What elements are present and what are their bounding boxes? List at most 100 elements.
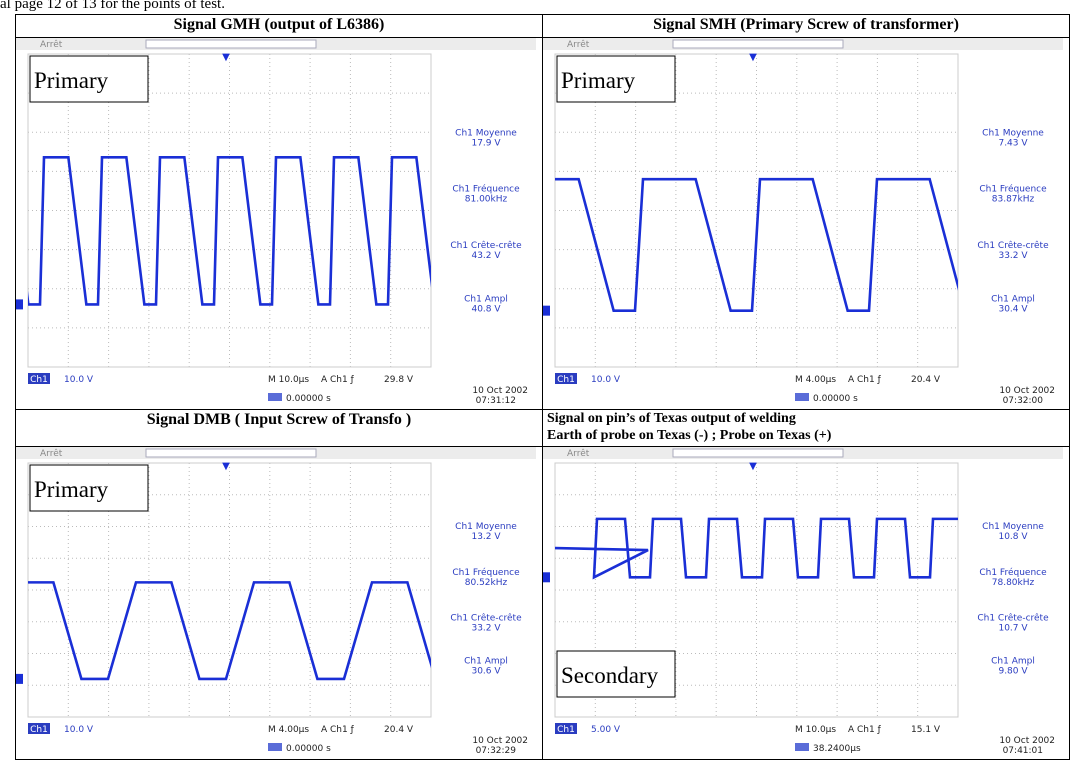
measurement-name: Ch1 Moyenne: [982, 128, 1044, 138]
panel-title: Signal on pin’s of Texas output of weldi…: [543, 410, 1070, 447]
timebase: M 4.00µs: [795, 375, 836, 385]
measurement-value: 33.2 V: [471, 623, 501, 633]
trigger-level: 20.4 V: [911, 375, 941, 385]
measurement-name: Ch1 Crête-crête: [450, 240, 522, 251]
ground-marker: [16, 674, 23, 684]
record-bar: [146, 449, 316, 457]
trigger-level: 29.8 V: [384, 375, 414, 385]
measurement-value: 17.9 V: [471, 138, 501, 148]
scale: 10.0 V: [64, 725, 94, 735]
time: 07:31:12: [476, 396, 516, 406]
measurement-name: Ch1 Fréquence: [452, 567, 520, 578]
title-line: Signal DMB ( Input Screw of Transfo ): [16, 410, 542, 430]
measurement-name: Ch1 Fréquence: [979, 567, 1047, 578]
trigger: A Ch1 ƒ: [848, 725, 882, 735]
timebase: M 4.00µs: [268, 725, 309, 735]
measurement-name: Ch1 Fréquence: [452, 184, 520, 195]
label: Secondary: [561, 663, 659, 688]
title-line: Earth of probe on Texas (-) ; Probe on T…: [547, 427, 1069, 444]
title-line: Signal GMH (output of L6386): [16, 15, 542, 35]
measurement-name: Ch1 Moyenne: [455, 128, 517, 138]
measurement-value: 80.52kHz: [465, 578, 508, 588]
trigger: A Ch1 ƒ: [321, 725, 355, 735]
channel: Ch1: [30, 375, 48, 385]
position: 0.00000 s: [286, 744, 331, 754]
date: 10 Oct 2002: [999, 386, 1055, 396]
screen-bg: [543, 447, 1063, 759]
scale: 5.00 V: [591, 725, 621, 735]
measurement-value: 10.8 V: [998, 532, 1028, 542]
scale: 10.0 V: [64, 375, 94, 385]
measurement-value: 40.8 V: [471, 304, 501, 314]
measurement-name: Ch1 Moyenne: [982, 522, 1044, 532]
position: 38.2400µs: [813, 744, 861, 754]
header-fragment: al page 12 of 13 for the points of test.: [0, 0, 225, 13]
title-line: Signal SMH (Primary Screw of transformer…: [543, 15, 1069, 35]
date: 10 Oct 2002: [999, 736, 1055, 746]
panel-title: Signal GMH (output of L6386): [16, 15, 543, 38]
panel-title: Signal DMB ( Input Screw of Transfo ): [16, 410, 543, 447]
measurement-value: 10.7 V: [998, 623, 1028, 633]
measurement-value: 13.2 V: [471, 532, 501, 542]
channel: Ch1: [30, 725, 48, 735]
time: 07:32:29: [476, 746, 517, 756]
channel: Ch1: [557, 375, 575, 385]
record-bar: [673, 40, 843, 48]
ground-marker: [543, 572, 550, 582]
label: Primary: [34, 477, 109, 502]
measurement-name: Ch1 Fréquence: [979, 184, 1047, 195]
trigger-level: 15.1 V: [911, 725, 941, 735]
record-bar: [146, 40, 316, 48]
measurement-name: Ch1 Ampl: [991, 657, 1035, 667]
time: 07:32:00: [1003, 396, 1044, 406]
trigger-level: 20.4 V: [384, 725, 414, 735]
timebase: M 10.0µs: [795, 725, 836, 735]
ground-marker: [16, 299, 23, 309]
record-bar: [673, 449, 843, 457]
trigger: A Ch1 ƒ: [848, 375, 882, 385]
channel: Ch1: [557, 725, 575, 735]
scale: 10.0 V: [591, 375, 621, 385]
position-icon: [268, 743, 282, 751]
measurement-name: Ch1 Crête-crête: [450, 612, 522, 623]
scope-cell: Arrêt▼PrimaryCh1 Moyenne7.43 VCh1 Fréque…: [543, 38, 1070, 410]
status: Arrêt: [40, 39, 63, 50]
position-icon: [268, 393, 282, 401]
measurement-value: 30.4 V: [998, 304, 1028, 314]
status: Arrêt: [40, 448, 63, 459]
measurement-value: 43.2 V: [471, 251, 501, 261]
position: 0.00000 s: [286, 394, 331, 404]
position-icon: [795, 393, 809, 401]
position: 0.00000 s: [813, 394, 858, 404]
title-row: Signal GMH (output of L6386) Signal SMH …: [16, 15, 1070, 38]
title-line: Signal on pin’s of Texas output of weldi…: [547, 410, 1069, 427]
measurement-value: 30.6 V: [471, 667, 501, 677]
measurement-value: 83.87kHz: [992, 195, 1035, 205]
trigger-marker: ▼: [222, 461, 230, 472]
ground-marker: [543, 306, 550, 316]
panel-title: Signal SMH (Primary Screw of transformer…: [543, 15, 1070, 38]
trigger-marker: ▼: [749, 461, 757, 472]
date: 10 Oct 2002: [472, 736, 528, 746]
timebase: M 10.0µs: [268, 375, 309, 385]
status: Arrêt: [567, 448, 590, 459]
measurement-name: Ch1 Ampl: [991, 294, 1035, 304]
label: Primary: [561, 68, 636, 93]
measurement-name: Ch1 Crête-crête: [977, 240, 1049, 251]
status: Arrêt: [567, 39, 590, 50]
measurement-value: 9.80 V: [998, 667, 1028, 677]
position-icon: [795, 743, 809, 751]
measurement-name: Ch1 Ampl: [464, 657, 508, 667]
measurement-name: Ch1 Crête-crête: [977, 612, 1049, 623]
results-table: Signal GMH (output of L6386) Signal SMH …: [15, 14, 1070, 760]
measurement-name: Ch1 Moyenne: [455, 522, 517, 532]
title-row: Signal DMB ( Input Screw of Transfo ) Si…: [16, 410, 1070, 447]
